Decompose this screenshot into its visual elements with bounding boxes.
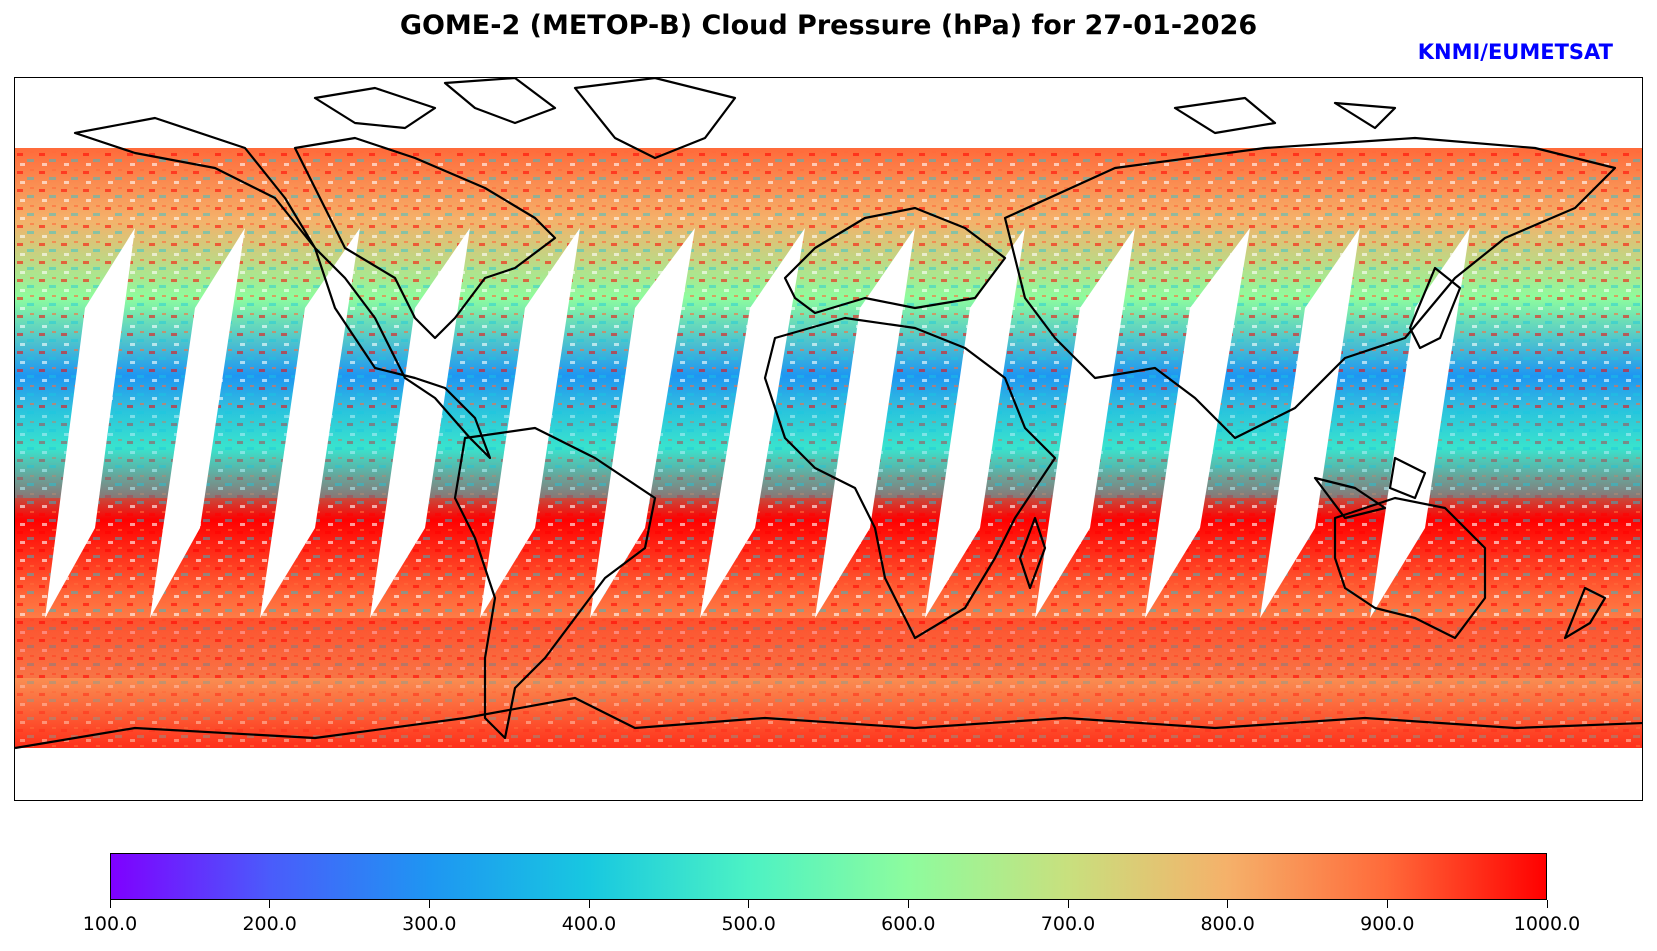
colorbar-tick (428, 900, 430, 908)
colorbar-tick (1067, 900, 1069, 908)
colorbar-tick-label: 1000.0 (1513, 913, 1581, 935)
cloud-field (15, 148, 1642, 748)
colorbar-tick (269, 900, 271, 908)
colorbar-tick-label: 900.0 (1360, 913, 1415, 935)
colorbar-tick (1227, 900, 1229, 908)
colorbar-ticks (109, 900, 1548, 910)
colorbar (110, 853, 1547, 900)
colorbar-tick-label: 700.0 (1040, 913, 1096, 935)
colorbar-tick-label: 800.0 (1200, 913, 1255, 935)
colorbar-tick (588, 900, 590, 908)
colorbar-tick-label: 300.0 (402, 913, 457, 935)
cloud-pressure-map (15, 78, 1642, 800)
colorbar-tick-label: 500.0 (721, 913, 776, 935)
colorbar-tick (1546, 900, 1548, 908)
orbit-gaps (15, 78, 1642, 800)
colorbar-tick-label: 600.0 (881, 913, 936, 935)
map-title: GOME-2 (METOP-B) Cloud Pressure (hPa) fo… (399, 10, 1258, 41)
colorbar-tick (748, 900, 750, 908)
map-panel[interactable] (14, 77, 1643, 801)
colorbar-tick-label: 400.0 (561, 913, 617, 935)
credit-label: KNMI/EUMETSAT (1417, 40, 1613, 64)
colorbar-tick (1386, 900, 1388, 908)
coastlines (15, 78, 1642, 750)
colorbar-tick-label: 200.0 (242, 913, 297, 935)
colorbar-tick-label: 100.0 (82, 913, 138, 935)
colorbar-tick (109, 900, 111, 908)
colorbar-tick (907, 900, 909, 908)
